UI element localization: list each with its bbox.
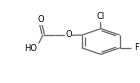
Text: O: O <box>65 30 72 39</box>
Text: Cl: Cl <box>96 12 104 21</box>
Text: O: O <box>37 15 44 24</box>
Text: HO: HO <box>24 44 37 53</box>
Text: F: F <box>134 43 139 52</box>
